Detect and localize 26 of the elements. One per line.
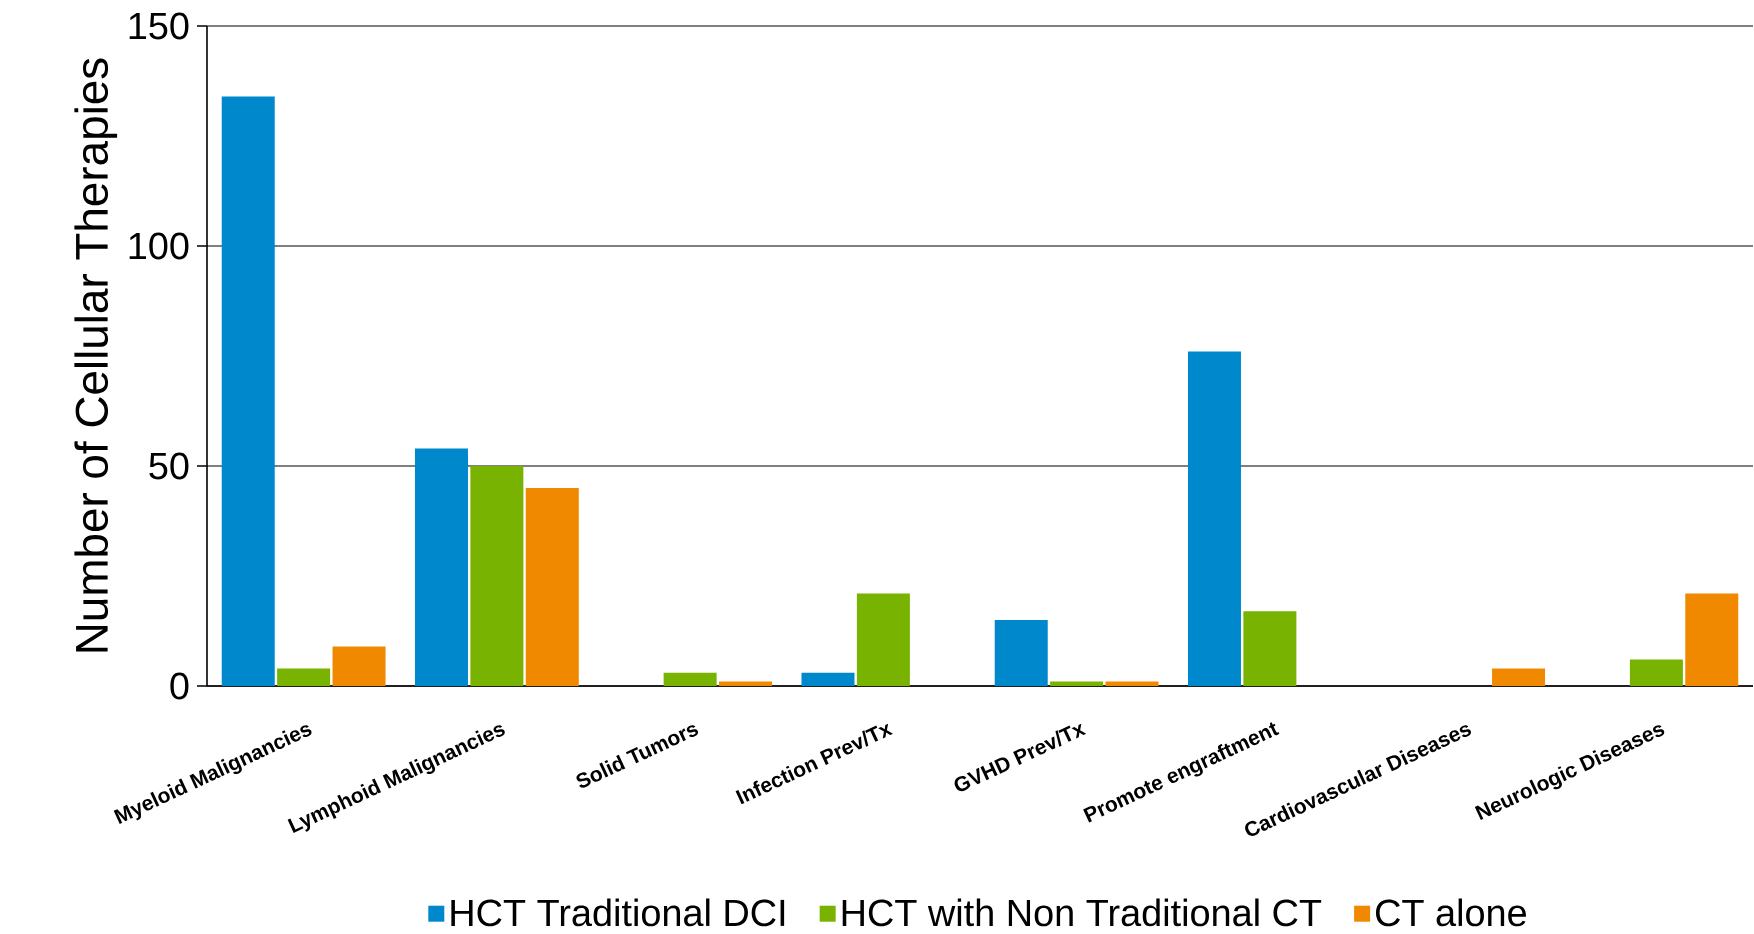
y-tick-label: 150 [129, 12, 189, 40]
bar [1187, 351, 1241, 686]
bar [856, 593, 910, 686]
bar [470, 466, 524, 686]
y-axis-title: Number of Cellular Therapies [74, 58, 118, 652]
bar [1050, 681, 1104, 686]
bar [994, 620, 1048, 686]
bar [1685, 593, 1739, 686]
bar [414, 448, 468, 686]
y-tick-label: 100 [129, 232, 189, 260]
bar [332, 646, 386, 686]
bar [277, 668, 331, 686]
y-tick-label: 0 [170, 672, 189, 700]
bar [525, 488, 579, 686]
bar [1243, 611, 1297, 686]
bar [1629, 659, 1683, 686]
bar [221, 96, 275, 686]
bar [1105, 681, 1159, 686]
y-tick-label: 50 [149, 452, 189, 480]
bar [801, 672, 855, 686]
bar [663, 672, 717, 686]
legend-label: HCT Traditional DCI [451, 898, 785, 927]
bar [719, 681, 773, 686]
legend-label: HCT with Non Traditional CT [842, 898, 1322, 927]
legend-label: CT alone [1375, 898, 1526, 927]
bar [1492, 668, 1546, 686]
